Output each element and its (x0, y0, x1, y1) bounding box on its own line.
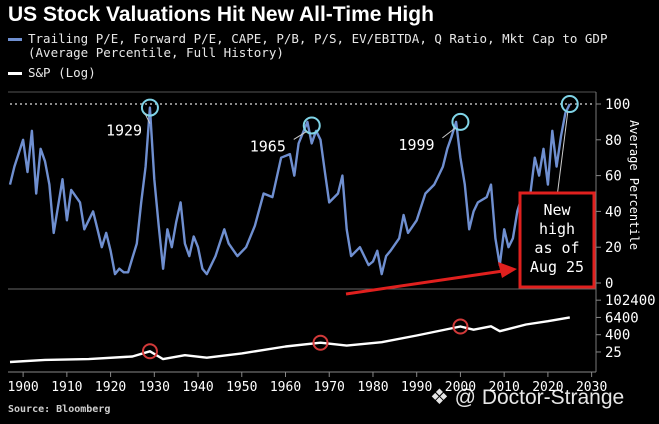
callout-text-line: New (543, 201, 571, 219)
x-tick-label: 2010 (489, 380, 520, 395)
log-tick-label: 400 (605, 328, 630, 344)
peak-circle (451, 112, 470, 131)
callout-arrow-shaft (345, 269, 504, 296)
y-tick-label: 60 (605, 169, 622, 185)
y-axis-title: Average Percentile (627, 120, 641, 250)
callout-text-line: high (539, 220, 575, 238)
sp-marker-circle (452, 318, 469, 335)
callout-arrow-head (498, 262, 517, 278)
log-tick-label: 102400 (605, 293, 656, 309)
callout-text-line: Aug 25 (530, 258, 584, 276)
x-tick-label: 1980 (357, 380, 388, 395)
peak-circle (560, 95, 579, 113)
x-tick-label: 1950 (226, 380, 257, 395)
x-tick-label: 2030 (576, 380, 607, 395)
sp-series-line (9, 316, 571, 364)
legend-swatch-blue (8, 38, 22, 41)
callout-box (518, 191, 596, 289)
legend-label-valuation: Trailing P/E, Forward P/E, CAPE, P/B, P/… (28, 31, 608, 46)
x-tick-label: 1920 (95, 380, 126, 395)
x-tick-label: 2020 (532, 380, 563, 395)
valuation-series-line (8, 103, 571, 276)
x-tick-label: 1900 (7, 380, 38, 395)
x-tick-label: 1990 (401, 380, 432, 395)
annotation-leader (144, 113, 151, 124)
x-tick-label: 1910 (51, 380, 82, 395)
x-tick-label: 1930 (139, 380, 170, 395)
y-tick-label: 40 (605, 204, 622, 220)
legend-item-sp: S&P (Log) (8, 66, 96, 80)
sp-marker-circle (141, 343, 158, 360)
watermark: ❖ @ Doctor-Strange (430, 386, 625, 409)
legend-swatch-white (8, 72, 22, 75)
log-tick-label: 6400 (605, 310, 639, 326)
chart-title: US Stock Valuations Hit New All-Time Hig… (8, 3, 434, 26)
y-tick-label: 100 (605, 97, 630, 113)
sp-marker-circle (312, 334, 329, 351)
annotation-label-1999: 1999 (398, 136, 434, 154)
peak-circle (302, 116, 321, 135)
callout-leader (556, 111, 569, 198)
annotation-label-1965: 1965 (250, 137, 286, 155)
annotation-leader (442, 127, 456, 139)
legend-item-valuation: Trailing P/E, Forward P/E, CAPE, P/B, P/… (8, 32, 607, 46)
y-tick-label: 80 (605, 133, 622, 149)
legend-label-sp: S&P (Log) (28, 65, 96, 80)
y-tick-label: 0 (605, 276, 613, 292)
y-tick-label: 20 (605, 240, 622, 256)
callout-text-line: as of (534, 239, 579, 257)
source-note: Source: Bloomberg (8, 404, 111, 415)
x-tick-label: 1940 (182, 380, 213, 395)
annotation-leader (293, 131, 308, 140)
x-tick-label: 2000 (445, 380, 476, 395)
log-tick-label: 25 (605, 345, 622, 361)
x-tick-label: 1970 (314, 380, 345, 395)
peak-circle (140, 98, 159, 117)
annotation-label-1929: 1929 (106, 122, 142, 140)
legend-subtitle: (Average Percentile, Full History) (28, 45, 284, 60)
x-tick-label: 1960 (270, 380, 301, 395)
